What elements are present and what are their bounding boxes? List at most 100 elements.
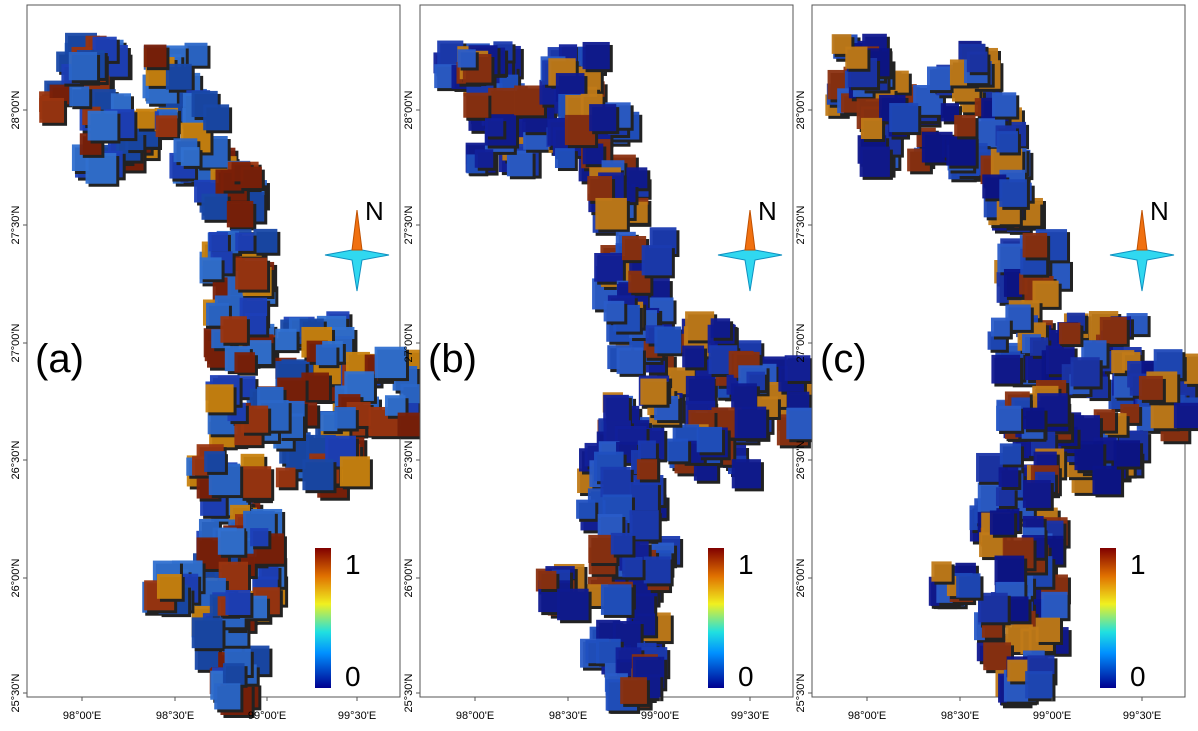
region (1022, 480, 1051, 508)
region (1173, 402, 1198, 429)
region (1025, 671, 1053, 699)
region (1058, 322, 1081, 345)
region (488, 87, 515, 115)
region (110, 93, 131, 114)
north-label: N (365, 196, 384, 226)
region (87, 110, 118, 141)
colorbar-tick-label: 1 (738, 549, 754, 580)
lat-tick-label: 26°30'N (795, 440, 807, 479)
region (253, 228, 278, 253)
region (384, 395, 406, 416)
region (1113, 440, 1141, 467)
region (696, 426, 723, 453)
region (1150, 402, 1177, 429)
region (582, 143, 604, 165)
region (637, 440, 656, 459)
regions (825, 33, 1198, 709)
region (225, 589, 251, 615)
region (931, 561, 952, 582)
region (217, 528, 245, 555)
region (457, 49, 476, 68)
region (204, 451, 225, 472)
region (845, 46, 868, 69)
lat-tick-label: 26°00'N (10, 558, 22, 597)
region (85, 153, 117, 184)
region (374, 346, 406, 379)
region (996, 405, 1022, 431)
map-panel: (c) 28°00'N 27°30'N 27°00'N 26°30'N 26°00'N 25… (795, 4, 1198, 722)
colorbar-tick-label: 0 (345, 661, 361, 692)
region (39, 97, 65, 123)
lat-tick-label: 26°00'N (403, 558, 415, 597)
lat-tick-label: 27°00'N (403, 323, 415, 362)
region (1184, 353, 1198, 384)
region (946, 136, 976, 166)
region (334, 407, 356, 429)
region (220, 316, 247, 343)
region (239, 466, 272, 498)
lat-tick-label: 27°00'N (795, 323, 807, 362)
panel-label: (c) (820, 337, 867, 381)
region (69, 86, 90, 107)
region (1035, 617, 1061, 642)
lon-tick-label: 99°30'E (338, 710, 376, 722)
north-arrow (351, 209, 363, 251)
region (989, 510, 1015, 535)
region (1022, 232, 1048, 258)
lat-tick-label: 27°00'N (10, 323, 22, 362)
region (616, 347, 643, 374)
region (203, 104, 230, 131)
region (734, 406, 767, 439)
region (991, 354, 1021, 384)
region (143, 44, 167, 68)
lon-tick-label: 99°30'E (731, 710, 769, 722)
lat-tick-label: 26°30'N (403, 440, 415, 479)
lat-tick-label: 27°30'N (795, 205, 807, 244)
region (1022, 407, 1045, 430)
region (595, 197, 627, 230)
lon-tick-label: 98°00'E (456, 710, 494, 722)
lon-tick-label: 98°30'E (156, 710, 194, 722)
colorbar (708, 548, 724, 688)
colorbar (315, 548, 331, 688)
region (992, 92, 1017, 117)
lat-tick-label: 27°30'N (10, 205, 22, 244)
region (589, 104, 617, 132)
region (302, 459, 334, 491)
region (859, 146, 890, 177)
region (620, 677, 647, 704)
region (996, 131, 1018, 153)
region (600, 466, 631, 498)
region (629, 510, 659, 540)
lat-tick-label: 28°00'N (10, 90, 22, 129)
region (565, 94, 586, 116)
region (576, 499, 596, 519)
lat-tick-label: 28°00'N (403, 90, 415, 129)
lat-tick-label: 26°00'N (795, 558, 807, 597)
region (622, 556, 643, 578)
region (1099, 316, 1127, 344)
region (514, 85, 544, 116)
region (275, 328, 297, 351)
region (554, 148, 575, 169)
region (640, 378, 667, 405)
region (235, 257, 268, 290)
region (208, 231, 228, 252)
region (784, 355, 811, 381)
lon-tick-label: 98°00'E (63, 710, 101, 722)
region (594, 252, 623, 282)
region (665, 438, 689, 462)
region (582, 41, 610, 70)
region (954, 115, 976, 137)
region (214, 683, 241, 710)
lon-tick-label: 98°30'E (941, 710, 979, 722)
colorbar-tick-label: 1 (1130, 549, 1146, 580)
region (226, 200, 254, 228)
region (165, 63, 192, 90)
region (315, 344, 337, 366)
region (927, 66, 951, 91)
region (603, 394, 629, 421)
region (250, 528, 269, 547)
map-panel: (a) 28°00'N 27°30'N 27°00'N 26°30'N 26°00'N 25… (10, 4, 425, 722)
lon-tick-label: 99°00'E (248, 710, 286, 722)
